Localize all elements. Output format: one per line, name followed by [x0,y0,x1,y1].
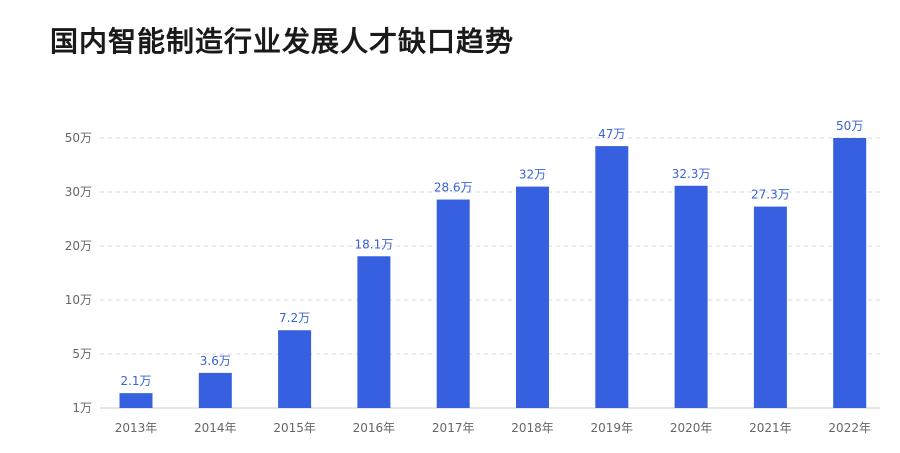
x-tick-label: 2018年 [511,421,554,435]
data-label: 32.3万 [672,167,711,181]
bars [119,138,867,408]
x-tick-label: 2016年 [353,421,396,435]
y-axis-ticks: 1万 5万 10万 20万 30万 50万 [65,131,92,415]
bar [119,393,153,408]
x-tick-label: 2019年 [591,421,634,435]
x-tick-label: 2020年 [670,421,713,435]
data-label: 28.6万 [434,181,473,195]
bar [357,256,391,408]
x-tick-label: 2015年 [273,421,316,435]
bar [833,138,867,408]
data-label: 50万 [836,119,863,133]
bar [436,199,470,408]
bar [674,185,708,408]
bar [198,372,232,408]
bar [753,206,787,408]
data-labels: 2.1万 3.6万 7.2万 18.1万 28.6万 32万 47万 32.3万 27.3万 50… [120,119,863,388]
data-label: 7.2万 [279,311,310,325]
y-tick-label: 30万 [65,185,92,199]
x-tick-label: 2021年 [749,421,792,435]
y-tick-label: 50万 [65,131,92,145]
data-label: 18.1万 [355,237,394,251]
x-tick-label: 2017年 [432,421,475,435]
x-tick-label: 2014年 [194,421,237,435]
data-label: 47万 [598,127,625,141]
y-tick-label: 1万 [72,401,92,415]
bar [278,330,312,408]
y-tick-label: 20万 [65,239,92,253]
bar [516,186,549,408]
data-label: 32万 [519,168,546,182]
x-tick-label: 2022年 [828,421,871,435]
bar [595,146,629,408]
data-label: 2.1万 [120,374,151,388]
y-tick-label: 5万 [72,347,92,361]
data-label: 3.6万 [200,354,231,368]
chart-title: 国内智能制造行业发展人才缺口趋势 [50,25,515,58]
y-tick-label: 10万 [65,293,92,307]
x-tick-label: 2013年 [115,421,158,435]
x-axis-ticks: 2013年 2014年 2015年 2016年 2017年 2018年 2019年 2020年… [115,421,871,435]
data-label: 27.3万 [751,188,790,202]
